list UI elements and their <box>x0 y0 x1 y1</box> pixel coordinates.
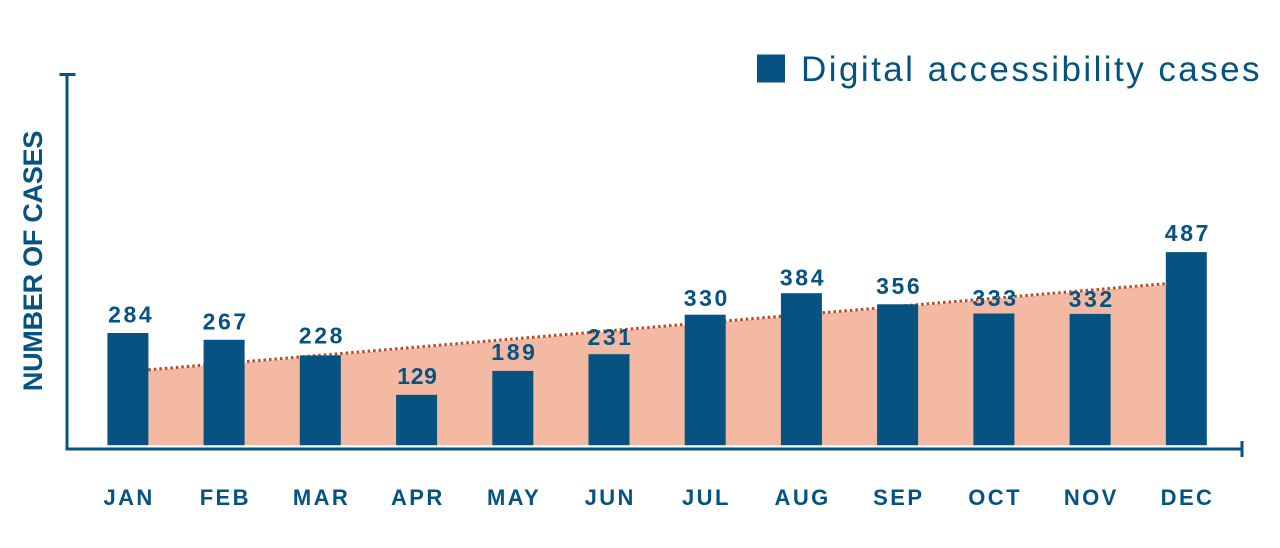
svg-text:267: 267 <box>203 308 249 334</box>
svg-text:284: 284 <box>108 302 154 328</box>
svg-text:333: 333 <box>972 285 1018 311</box>
svg-text:OCT: OCT <box>968 485 1022 510</box>
svg-text:MAR: MAR <box>293 485 350 510</box>
svg-text:MAY: MAY <box>487 485 541 510</box>
svg-text:189: 189 <box>491 339 537 365</box>
svg-text:SEP: SEP <box>873 485 924 510</box>
svg-text:JUL: JUL <box>682 485 731 510</box>
svg-text:AUG: AUG <box>775 485 831 510</box>
svg-text:129: 129 <box>397 363 437 389</box>
svg-text:FEB: FEB <box>200 485 251 510</box>
svg-text:384: 384 <box>780 265 826 291</box>
svg-text:231: 231 <box>588 324 634 350</box>
svg-text:NOV: NOV <box>1064 485 1119 510</box>
svg-text:332: 332 <box>1069 286 1115 312</box>
svg-text:DEC: DEC <box>1161 485 1215 510</box>
svg-text:NUMBER OF CASES: NUMBER OF CASES <box>18 131 48 391</box>
svg-text:APR: APR <box>391 485 445 510</box>
svg-text:JUN: JUN <box>585 485 636 510</box>
svg-text:356: 356 <box>876 273 922 299</box>
svg-text:Digital accessibility cases: Digital accessibility cases <box>801 50 1262 89</box>
svg-text:330: 330 <box>684 285 730 311</box>
svg-text:487: 487 <box>1165 220 1211 246</box>
svg-text:228: 228 <box>299 322 345 348</box>
svg-text:JAN: JAN <box>103 485 154 510</box>
